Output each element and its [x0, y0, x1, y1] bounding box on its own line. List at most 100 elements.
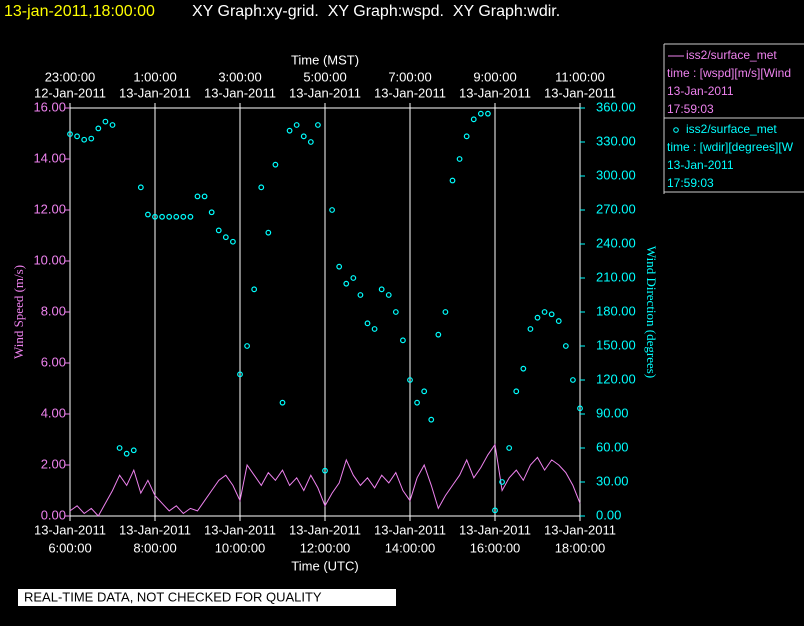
wind-direction-point: [145, 211, 151, 218]
x-tick-date: 13-Jan-2011: [119, 522, 191, 537]
wind-direction-point: [421, 388, 428, 395]
x-tick-date: 13-Jan-2011: [544, 522, 616, 537]
wind-direction-point: [258, 184, 265, 191]
chart-title: XY Graph:xy-grid. XY Graph:wspd. XY Grap…: [192, 3, 560, 20]
x-tick-date: 13-Jan-2011: [289, 522, 361, 537]
y2-tick-label: 0.00: [596, 507, 621, 522]
wind-direction-point: [548, 311, 555, 318]
wind-direction-point: [477, 110, 484, 117]
y-tick-label: 2.00: [41, 456, 66, 471]
y2-tick-label: 60.00: [596, 439, 629, 454]
wind-direction-point: [307, 139, 314, 145]
wind-direction-point: [109, 122, 116, 128]
wind-direction-point: [470, 116, 477, 123]
wind-direction-point: [385, 292, 392, 298]
timestamp: 13-jan-2011,18:00:00: [4, 3, 155, 20]
x-top-tick-time: 9:00:00: [473, 69, 516, 84]
wind-direction-point: [67, 131, 73, 137]
wind-direction-point: [230, 238, 236, 245]
wind-direction-point: [244, 343, 250, 349]
y-tick-label: 4.00: [41, 405, 66, 420]
wind-direction-point: [293, 122, 300, 128]
legend-detail: time : [wdir][degrees][W: [667, 140, 794, 154]
wind-direction-point: [329, 207, 335, 213]
wind-direction-point: [400, 337, 406, 344]
wind-direction-point: [279, 399, 286, 406]
x-tick-date: 13-Jan-2011: [204, 522, 276, 537]
wind-direction-point: [88, 135, 95, 142]
wind-direction-point: [123, 450, 130, 457]
wind-direction-point: [152, 213, 158, 220]
y2-tick-label: 180.00: [596, 303, 636, 318]
y-tick-label: 12.00: [33, 201, 66, 216]
wind-direction-point: [378, 286, 385, 293]
wind-direction-point: [520, 365, 527, 372]
wind-direction-point: [555, 318, 562, 324]
wind-direction-point: [343, 280, 350, 287]
wind-direction-point: [81, 136, 88, 143]
x-tick-date: 13-Jan-2011: [459, 522, 531, 537]
wind-direction-point: [272, 161, 279, 168]
wind-direction-point: [201, 193, 208, 200]
y2-tick-label: 30.00: [596, 473, 629, 488]
wind-direction-point: [173, 213, 180, 220]
y2-tick-label: 240.00: [596, 235, 636, 250]
wind-direction-point: [414, 399, 420, 406]
y2-tick-label: 330.00: [596, 133, 636, 148]
wind-direction-point: [541, 309, 548, 315]
y2-tick-label: 300.00: [596, 167, 636, 182]
legend-detail: 17:59:03: [667, 102, 714, 116]
x-top-tick-date: 13-Jan-2011: [374, 85, 446, 100]
wind-direction-point: [506, 445, 513, 451]
y2-tick-label: 150.00: [596, 337, 636, 352]
wind-direction-point: [442, 309, 449, 315]
x-top-tick-time: 3:00:00: [218, 69, 261, 84]
wind-direction-point: [492, 507, 498, 514]
x-tick-time: 14:00:00: [385, 540, 436, 555]
wind-direction-point: [166, 213, 173, 220]
x-top-axis-title: Time (MST): [291, 52, 359, 67]
x-top-tick-time: 7:00:00: [388, 69, 431, 84]
wind-direction-point: [95, 125, 102, 132]
wind-direction-point: [499, 479, 505, 485]
wind-direction-point: [208, 209, 215, 216]
y2-tick-label: 210.00: [596, 269, 636, 284]
y-tick-label: 8.00: [41, 303, 66, 318]
wind-direction-point: [187, 213, 194, 220]
wind-direction-point: [300, 133, 307, 140]
wind-direction-point: [485, 110, 491, 117]
wind-direction-point: [159, 213, 165, 220]
wind-direction-point: [534, 314, 541, 321]
x-top-tick-date: 13-Jan-2011: [544, 85, 616, 100]
y-tick-label: 6.00: [41, 354, 66, 369]
wind-direction-point: [407, 377, 413, 383]
y-tick-label: 16.00: [33, 99, 66, 114]
y-axis-title: Wind Speed (m/s): [11, 265, 26, 359]
x-top-tick-time: 1:00:00: [133, 69, 176, 84]
wind-direction-point: [350, 275, 357, 281]
x-top-tick-date: 12-Jan-2011: [34, 85, 106, 100]
wind-direction-point: [322, 467, 328, 474]
x-top-tick-date: 13-Jan-2011: [204, 85, 276, 100]
x-tick-time: 12:00:00: [300, 540, 351, 555]
wind-direction-point: [116, 445, 123, 451]
wind-direction-point: [74, 133, 80, 140]
y2-tick-label: 270.00: [596, 201, 636, 216]
wind-direction-point: [237, 371, 243, 378]
x-top-tick-time: 11:00:00: [555, 69, 605, 84]
wind-speed-line: [69, 443, 581, 517]
wind-direction-point: [315, 122, 321, 128]
wind-direction-point: [194, 193, 201, 200]
legend-name: iss2/surface_met: [686, 122, 777, 136]
legend-swatch: [673, 127, 679, 133]
x-tick-time: 8:00:00: [133, 540, 176, 555]
legend-detail: 13-Jan-2011: [667, 84, 734, 98]
x-top-tick-time: 23:00:00: [45, 69, 96, 84]
wind-direction-point: [428, 416, 435, 423]
x-tick-time: 6:00:00: [48, 540, 91, 555]
x-top-tick-time: 5:00:00: [303, 69, 346, 84]
x-tick-time: 16:00:00: [470, 540, 521, 555]
wind-direction-point: [577, 405, 583, 412]
